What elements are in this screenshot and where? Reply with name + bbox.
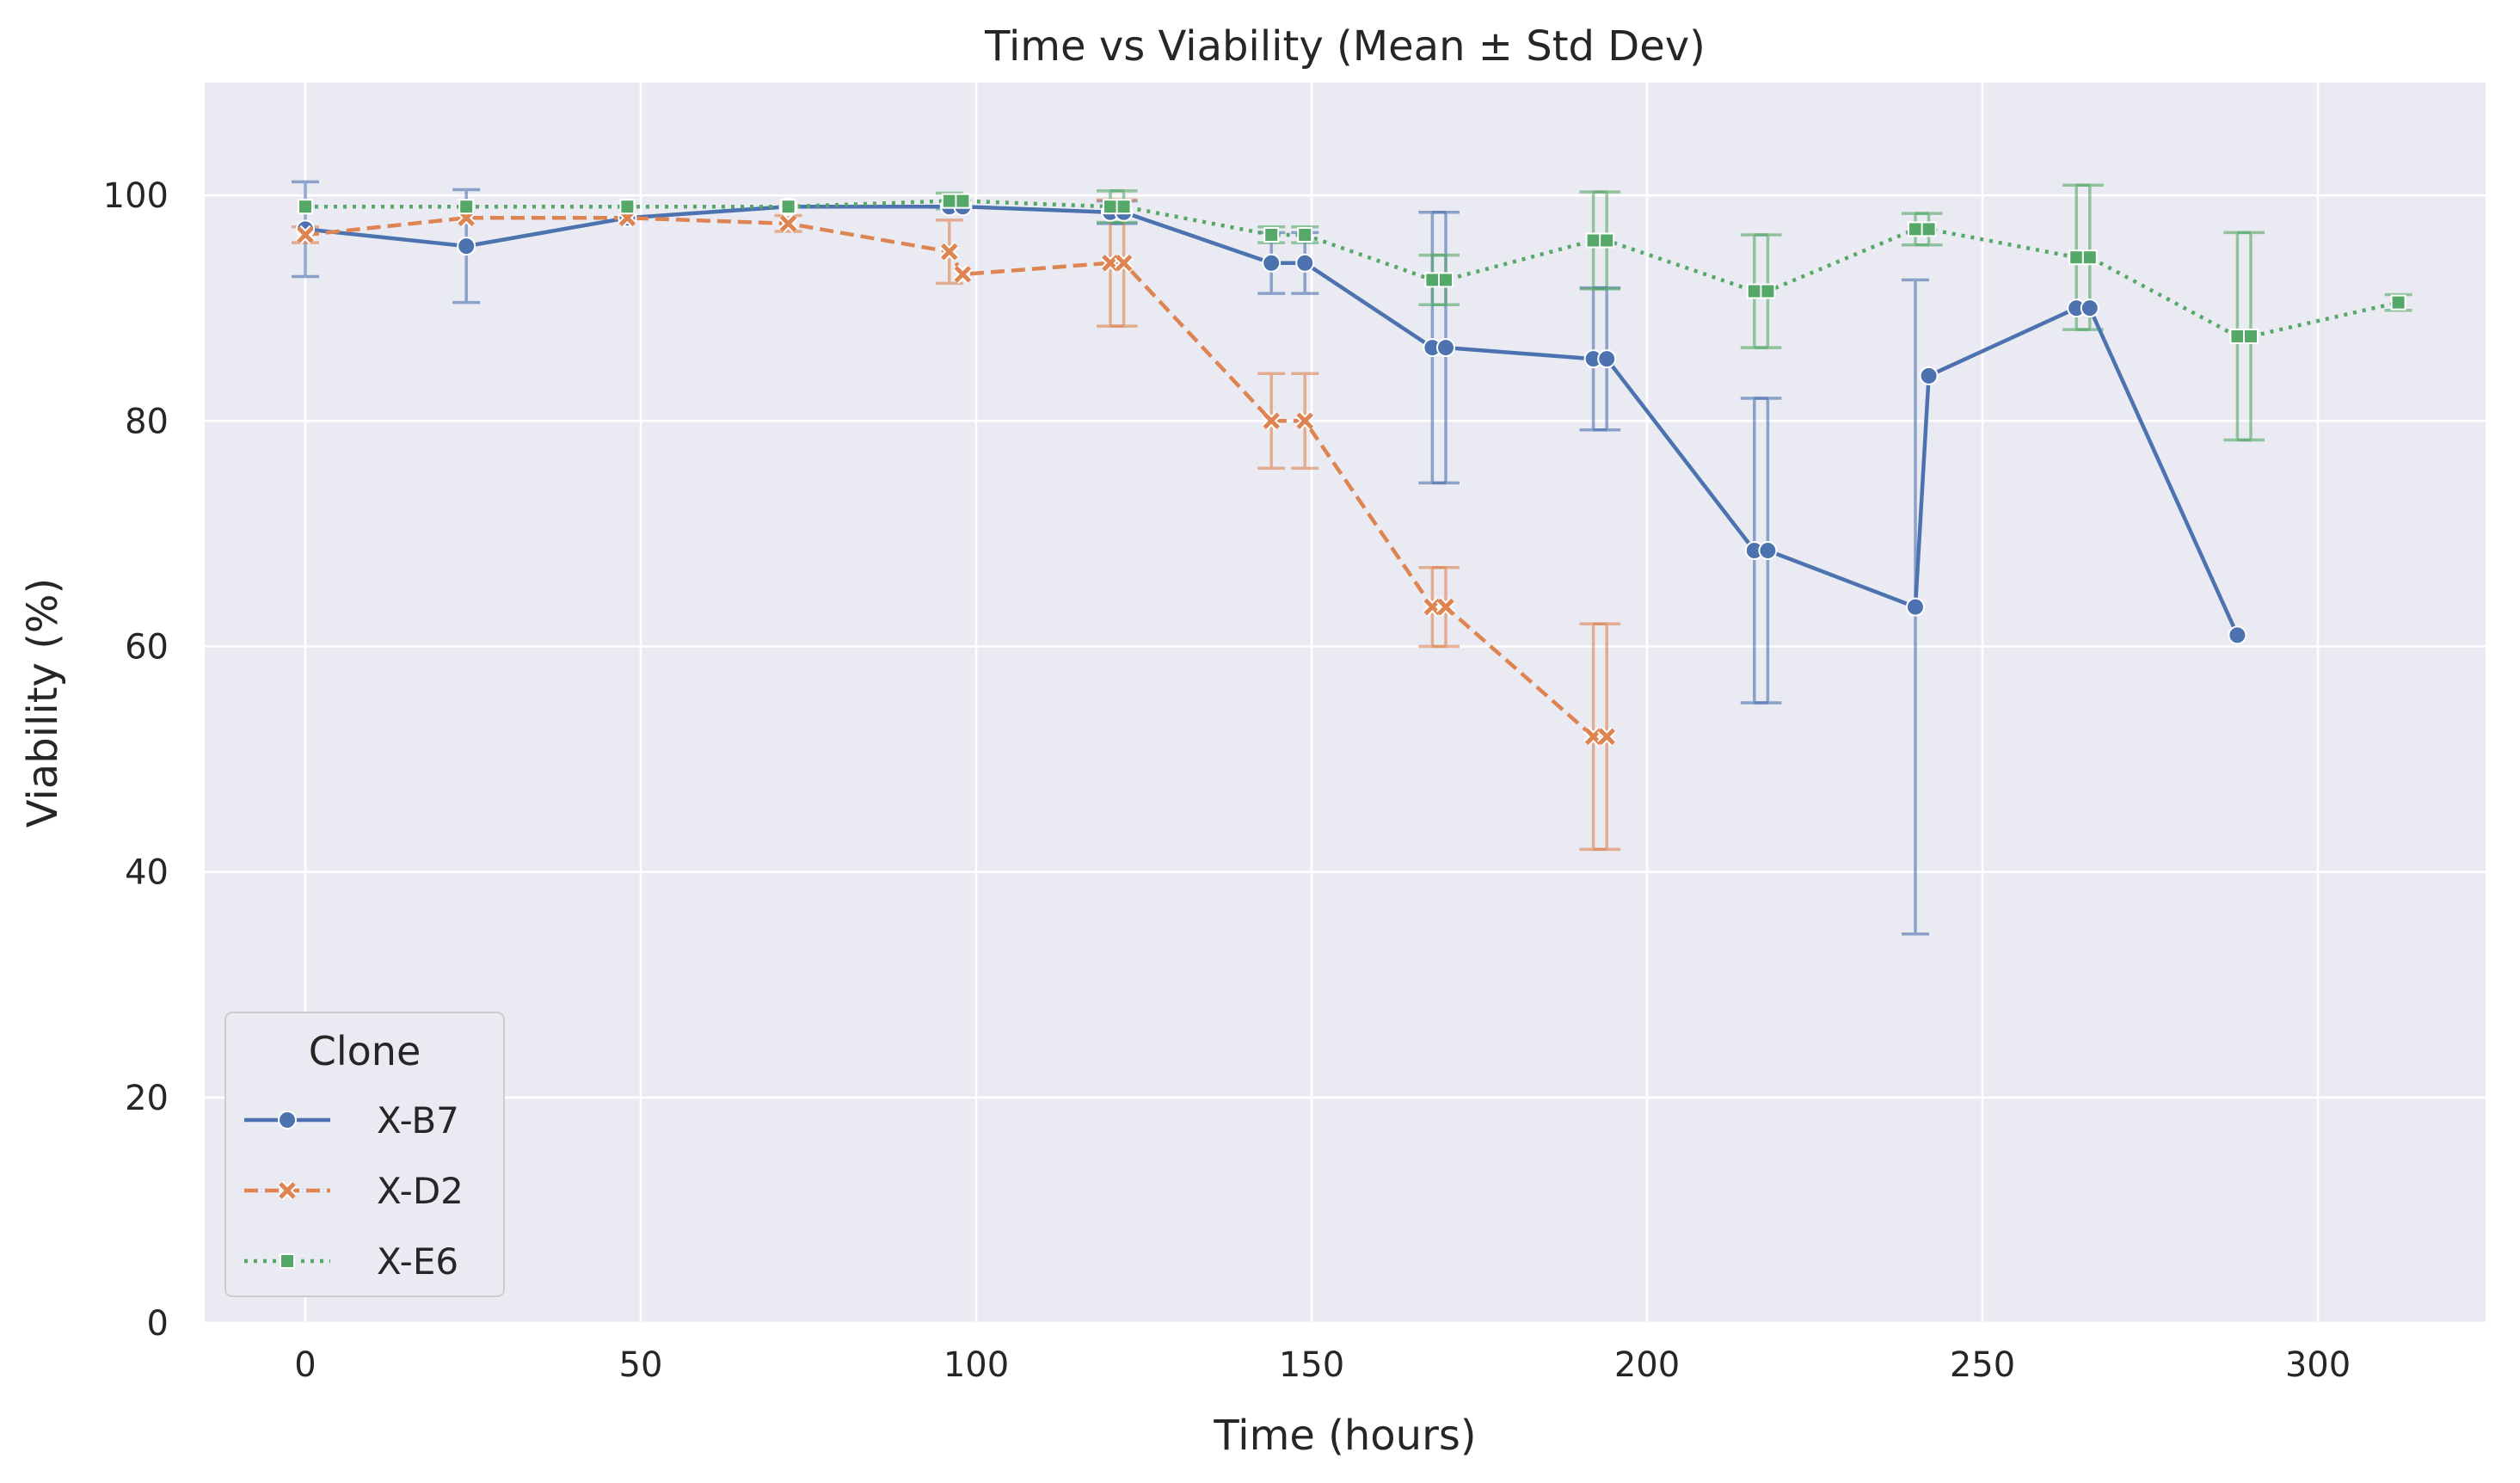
x-e6-point bbox=[2243, 328, 2259, 344]
x-e6-point bbox=[619, 199, 636, 215]
x-e6-point bbox=[1921, 221, 1937, 237]
plot-area bbox=[205, 83, 2486, 1323]
x-e6-point bbox=[1746, 283, 1762, 299]
x-e6-point bbox=[2390, 294, 2406, 311]
x-e6-point bbox=[2229, 328, 2246, 344]
x-tick-label: 150 bbox=[1279, 1345, 1344, 1385]
x-e6-point bbox=[1263, 226, 1280, 243]
y-tick-label: 80 bbox=[125, 402, 169, 441]
legend: Clone X-B7 X-D2 X-E6 bbox=[224, 1012, 505, 1297]
legend-marker bbox=[278, 1111, 297, 1129]
x-e6-point bbox=[1103, 199, 1118, 215]
y-tick-label: 40 bbox=[125, 853, 169, 893]
legend-label: X-B7 bbox=[377, 1099, 459, 1141]
x-d2-point bbox=[1435, 597, 1456, 617]
x-b7-point bbox=[1906, 597, 1925, 617]
x-tick-label: 250 bbox=[1950, 1345, 2015, 1385]
x-e6-point bbox=[1116, 199, 1132, 215]
x-tick-label: 300 bbox=[2285, 1345, 2351, 1385]
series-markers bbox=[295, 193, 2406, 747]
x-b7-point bbox=[1919, 366, 1939, 385]
x-e6-point bbox=[1424, 272, 1441, 288]
x-tick-label: 50 bbox=[619, 1345, 663, 1385]
x-e6-point bbox=[780, 199, 796, 215]
x-e6-point bbox=[1760, 283, 1776, 299]
legend-item-x-e6: X-E6 bbox=[244, 1240, 458, 1283]
x-e6-point bbox=[941, 193, 957, 209]
x-b7-point bbox=[2228, 625, 2247, 645]
y-tick-label: 60 bbox=[125, 627, 169, 667]
x-e6-point bbox=[458, 199, 475, 215]
x-e6-point bbox=[2081, 249, 2098, 266]
x-e6-point bbox=[1908, 221, 1923, 237]
x-tick-label: 200 bbox=[1614, 1345, 1680, 1385]
chart-title: Time vs Viability (Mean ± Std Dev) bbox=[984, 22, 1706, 71]
x-e6-point bbox=[955, 193, 971, 209]
x-e6-point bbox=[298, 199, 313, 215]
x-e6-point bbox=[2068, 249, 2085, 266]
y-tick-label: 20 bbox=[125, 1079, 169, 1118]
grid-lines bbox=[205, 83, 2486, 1325]
x-b7-point bbox=[1262, 253, 1282, 273]
x-b7-point bbox=[1436, 338, 1455, 358]
x-b7-point bbox=[1758, 541, 1778, 561]
x-e6-point bbox=[1585, 232, 1601, 249]
x-tick-labels: 0 50 100 150 200 250 300 bbox=[294, 1345, 2351, 1385]
legend-title: Clone bbox=[309, 1028, 421, 1074]
y-tick-labels: 0 20 40 60 80 100 bbox=[103, 176, 169, 1344]
legend-item-x-d2: X-D2 bbox=[244, 1170, 464, 1212]
legend-label: X-D2 bbox=[377, 1170, 464, 1212]
y-axis-label: Viability (%) bbox=[19, 578, 67, 828]
legend-item-x-b7: X-B7 bbox=[244, 1099, 459, 1141]
x-e6-point bbox=[1599, 232, 1615, 249]
x-d2-point bbox=[778, 213, 798, 234]
x-d2-point bbox=[939, 242, 959, 262]
x-d2-point bbox=[295, 225, 316, 245]
x-d2-point bbox=[1295, 411, 1315, 431]
x-b7-point bbox=[1295, 253, 1315, 273]
x-tick-label: 0 bbox=[294, 1345, 316, 1385]
x-b7-point bbox=[457, 237, 476, 256]
legend-label: X-E6 bbox=[377, 1240, 458, 1283]
legend-box bbox=[224, 1012, 505, 1297]
legend-marker bbox=[280, 1253, 295, 1269]
y-tick-label: 0 bbox=[147, 1304, 169, 1344]
x-d2-point bbox=[953, 264, 973, 285]
x-d2-point bbox=[1114, 253, 1134, 273]
x-e6-point bbox=[1438, 272, 1454, 288]
x-b7-point bbox=[2080, 298, 2099, 318]
x-e6-point bbox=[1297, 226, 1313, 243]
x-b7-point bbox=[1597, 349, 1617, 369]
x-axis-label: Time (hours) bbox=[1213, 1412, 1476, 1460]
y-tick-label: 100 bbox=[103, 176, 169, 216]
legend-marker bbox=[277, 1180, 298, 1201]
x-tick-label: 100 bbox=[943, 1345, 1009, 1385]
x-d2-point bbox=[1597, 727, 1617, 747]
x-d2-point bbox=[1262, 411, 1282, 431]
